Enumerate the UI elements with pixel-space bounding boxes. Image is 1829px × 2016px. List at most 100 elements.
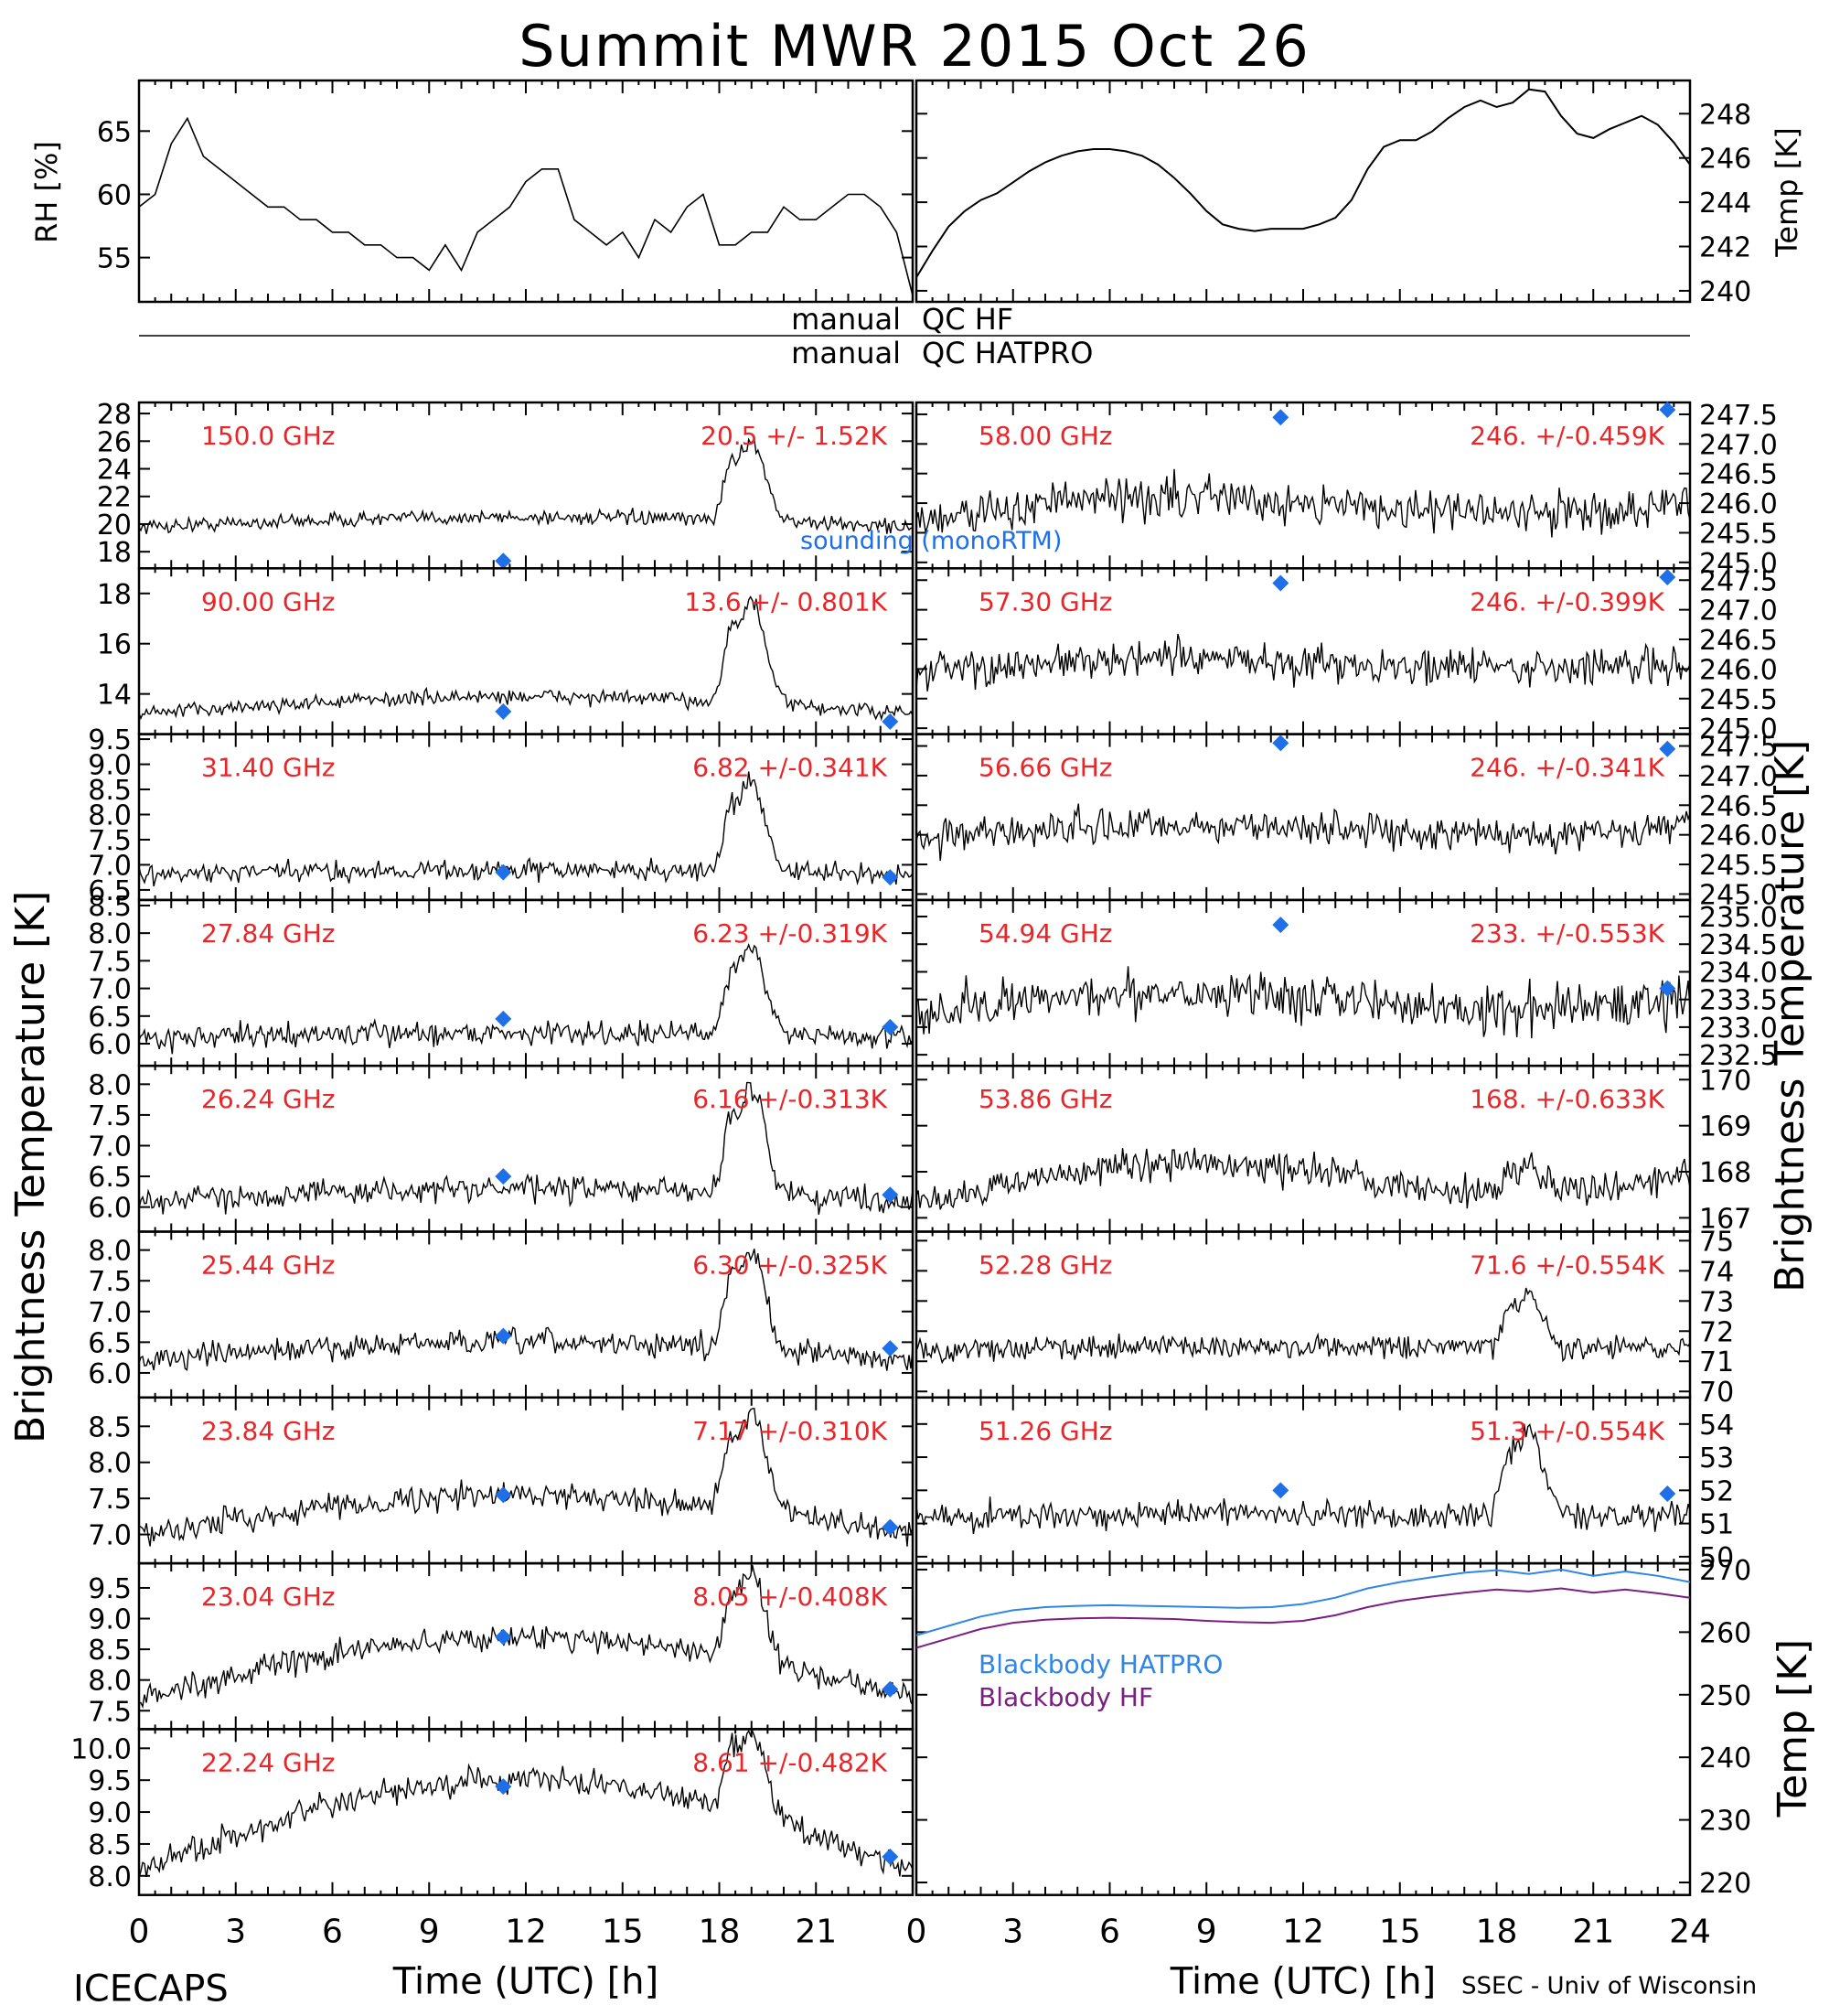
y-tick-label: 7.5 <box>88 1100 132 1132</box>
y-tick-label: 8.0 <box>88 1448 132 1480</box>
brightness-trace-line <box>138 1408 914 1547</box>
y-tick-label: 6.5 <box>88 1162 132 1194</box>
left-y-axis-label: Brightness Temperature [K] <box>7 891 54 1443</box>
y-tick-label: 71 <box>1699 1346 1734 1378</box>
brightness-trace <box>915 1147 1691 1210</box>
y-tick-label: 248 <box>1699 99 1751 131</box>
brightness-trace-line <box>138 943 914 1055</box>
qc-hatpro-right-label: QC HATPRO <box>922 336 1093 370</box>
channel-frequency-label: 26.24 GHz <box>201 1084 336 1114</box>
y-tick-label: 7.0 <box>88 1297 132 1329</box>
channel-frequency-label: 27.84 GHz <box>201 918 336 949</box>
brightness-trace-line <box>138 595 914 722</box>
y-tick-label: 60 <box>97 179 132 211</box>
sounding-marker <box>1659 569 1676 586</box>
sounding-marker <box>495 1327 512 1345</box>
y-tick-label: 170 <box>1699 1065 1751 1097</box>
y-tick-label: 246.0 <box>1699 654 1778 686</box>
brightness-trace <box>138 771 914 887</box>
y-tick-label: 232.5 <box>1699 1040 1778 1072</box>
x-tick-label: 12 <box>1282 1914 1324 1951</box>
brightness-trace-line <box>138 1729 914 1879</box>
channel-frequency-label: 56.66 GHz <box>979 753 1113 783</box>
channel-frequency-label: 22.24 GHz <box>201 1747 336 1777</box>
y-tick-label: 70 <box>1699 1377 1734 1409</box>
sounding-marker <box>1659 980 1676 997</box>
y-tick-label: 245.0 <box>1699 713 1778 745</box>
y-tick-label: 6.0 <box>88 1358 132 1390</box>
brightness-trace <box>138 1249 914 1371</box>
y-tick-label: 10.0 <box>70 1733 132 1765</box>
y-tick-label: 18 <box>97 537 132 569</box>
y-tick-label: 247.5 <box>1699 565 1778 597</box>
channel-frequency-label: 52.28 GHz <box>979 1250 1113 1281</box>
y-tick-label: 247.0 <box>1699 429 1778 461</box>
x-tick-label: 21 <box>1572 1914 1614 1951</box>
panel-frame <box>137 79 914 304</box>
x-tick-label: 6 <box>322 1914 343 1951</box>
y-tick-label: 8.0 <box>88 918 132 950</box>
brightness-trace-line <box>915 803 1691 862</box>
sounding-marker <box>882 1018 899 1035</box>
footer-left-label: ICECAPS <box>73 1968 229 2011</box>
brightness-trace <box>138 943 914 1055</box>
y-tick-label: 250 <box>1699 1680 1751 1712</box>
x-axis-label-left: Time (UTC) [h] <box>392 1961 658 2003</box>
y-tick-label: 245.5 <box>1699 684 1778 716</box>
y-tick-label: 240 <box>1699 1743 1751 1775</box>
channel-frequency-label: 31.40 GHz <box>201 753 336 783</box>
x-tick-label: 24 <box>1669 1914 1711 1951</box>
blackbody-axis-label: Temp [K] <box>1770 1639 1816 1818</box>
y-tick-label: 247.5 <box>1699 732 1778 764</box>
sounding-marker <box>495 702 512 720</box>
sounding-marker <box>1659 740 1676 757</box>
y-tick-label: 246.5 <box>1699 459 1778 491</box>
channel-stat-label: 6.82 +/-0.341K <box>692 753 887 783</box>
x-tick-label: 3 <box>1002 1914 1023 1951</box>
panel-frame <box>914 1561 1692 1896</box>
y-tick-label: 20 <box>97 509 132 542</box>
y-tick-label: 8.0 <box>88 1666 132 1698</box>
channel-frequency-label: 51.26 GHz <box>979 1416 1113 1446</box>
y-tick-label: 28 <box>97 399 132 431</box>
y-tick-label: 168 <box>1699 1157 1751 1189</box>
brightness-trace <box>138 1564 914 1710</box>
x-tick-label: 9 <box>1196 1914 1217 1951</box>
y-tick-label: 8.5 <box>88 891 132 923</box>
y-tick-label: 246 <box>1699 144 1751 176</box>
y-tick-label: 74 <box>1699 1256 1734 1288</box>
y-tick-label: 7.5 <box>88 1266 132 1298</box>
y-tick-label: 8.0 <box>88 1236 132 1268</box>
brightness-trace <box>915 966 1691 1039</box>
chart-title: Summit MWR 2015 Oct 26 <box>519 13 1310 80</box>
sounding-marker <box>495 1168 512 1185</box>
sounding-marker <box>882 1340 899 1357</box>
channel-stat-label: 246. +/-0.341K <box>1470 753 1664 783</box>
panel-frame <box>914 79 1692 304</box>
temp-axis-label: Temp [K] <box>1770 127 1804 257</box>
y-tick-label: 50 <box>1699 1542 1734 1574</box>
brightness-trace <box>915 633 1691 692</box>
y-tick-label: 245.0 <box>1699 548 1778 580</box>
y-tick-label: 7.0 <box>88 1520 132 1552</box>
sounding-marker <box>882 869 899 886</box>
y-tick-label: 73 <box>1699 1286 1734 1318</box>
y-tick-label: 16 <box>97 629 132 661</box>
x-axis-label-right: Time (UTC) [h] <box>1170 1961 1436 2003</box>
brightness-trace-line <box>915 1147 1691 1210</box>
brightness-trace <box>915 1287 1691 1365</box>
sounding-marker <box>495 1486 512 1504</box>
x-tick-label: 9 <box>419 1914 440 1951</box>
y-tick-label: 18 <box>97 579 132 611</box>
channel-stat-label: 233. +/-0.553K <box>1470 918 1664 949</box>
y-tick-label: 234.0 <box>1699 957 1778 989</box>
sounding-marker <box>1659 1485 1676 1502</box>
channel-stat-label: 71.6 +/-0.554K <box>1470 1250 1664 1281</box>
x-tick-label: 18 <box>1476 1914 1518 1951</box>
sounding-marker <box>1272 1482 1289 1499</box>
brightness-trace-line <box>138 1564 914 1710</box>
sounding-marker <box>495 1010 512 1027</box>
sounding-marker <box>882 713 899 730</box>
qc-hf-left-label: manual <box>791 302 901 337</box>
